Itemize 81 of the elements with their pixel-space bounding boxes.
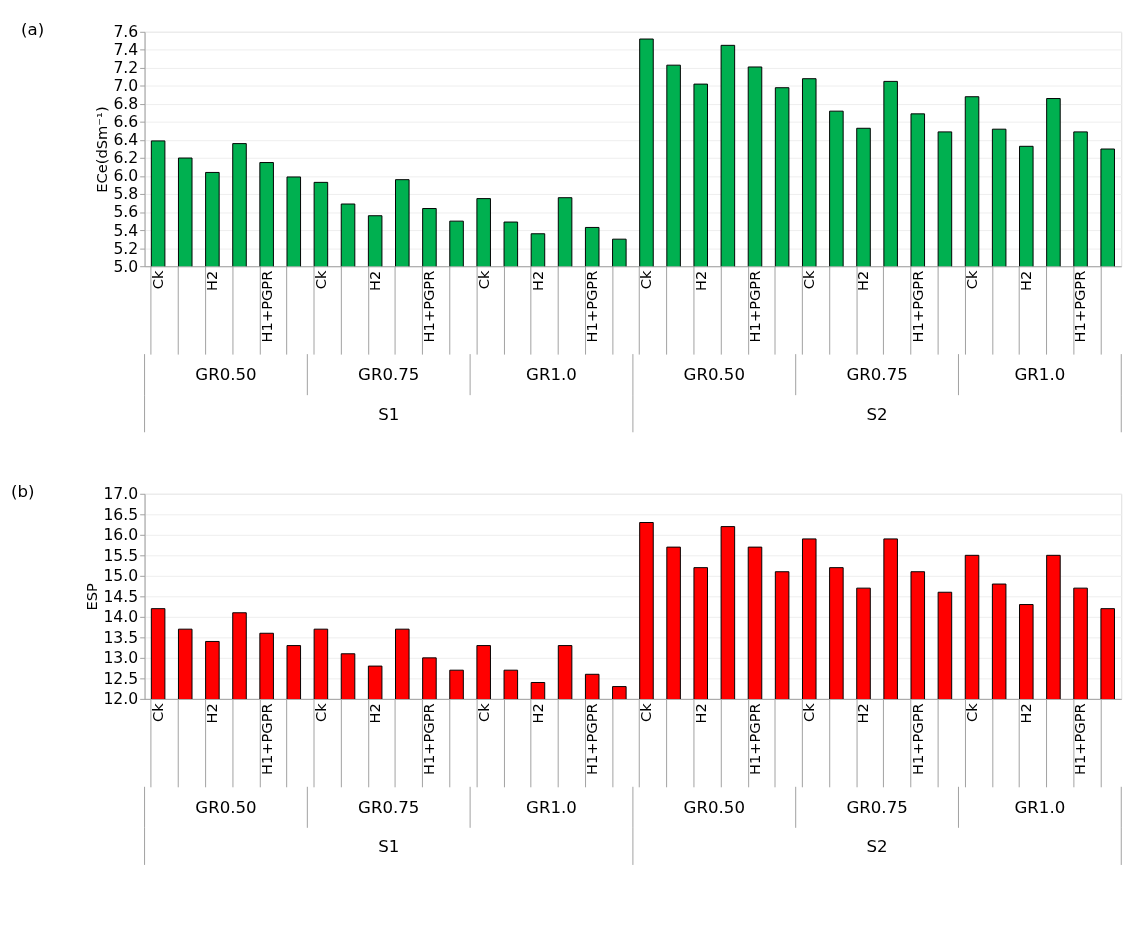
- y-tick-label: 7.0: [113, 77, 139, 96]
- text: S1: [378, 837, 400, 857]
- x-tick-label: H2: [203, 270, 221, 291]
- text: S2: [866, 837, 888, 857]
- x-tick-label: Ck: [962, 270, 980, 290]
- y-tick-label: 5.0: [113, 257, 139, 276]
- y-tick-label: 7.2: [113, 59, 139, 78]
- text: GR0.75: [846, 365, 908, 385]
- y-tick-label: 12.5: [103, 669, 139, 688]
- text: GR0.50: [195, 798, 257, 818]
- x-tick-label: H1+PGPR: [908, 703, 926, 776]
- y-tick-label: 6.8: [113, 95, 139, 114]
- x-tick-label: Ck: [474, 702, 492, 722]
- text: GR0.75: [846, 798, 908, 818]
- y-tick-label: 5.8: [113, 185, 139, 204]
- chart-title: (b): [11, 481, 35, 501]
- y-tick-label: 16.0: [103, 526, 139, 545]
- x-tick-label: H1+PGPR: [583, 270, 601, 343]
- y-tick-label: 15.5: [103, 546, 139, 565]
- x-tick-label: Ck: [637, 270, 655, 290]
- y-tick-label: 17.0: [103, 485, 139, 504]
- y-tick-label: 6.2: [113, 149, 139, 168]
- text: GR0.75: [358, 365, 420, 385]
- x-tick-label: H1+PGPR: [257, 270, 275, 343]
- text: GR0.75: [358, 798, 420, 818]
- x-tick-label: H2: [528, 703, 546, 724]
- x-tick-label: H2: [528, 270, 546, 291]
- text: GR0.50: [683, 798, 745, 818]
- x-tick-label: H1+PGPR: [583, 703, 601, 776]
- x-tick-label: Ck: [149, 702, 166, 722]
- x-tick-label: H1+PGPR: [745, 270, 763, 343]
- y-tick-label: 5.4: [113, 221, 139, 240]
- x-tick-label: H1+PGPR: [257, 703, 275, 776]
- y-axis-title: ECe(dSm⁻¹): [92, 106, 110, 193]
- y-tick-label: 12.0: [103, 690, 139, 709]
- x-tick-label: H2: [1017, 270, 1035, 291]
- x-tick-label: Ck: [149, 270, 166, 290]
- x-tick-label: Ck: [311, 702, 329, 722]
- y-tick-label: 16.5: [103, 505, 139, 524]
- x-tick-label: H1+PGPR: [1071, 703, 1089, 776]
- x-tick-label: H2: [366, 703, 384, 724]
- y-tick-label: 13.5: [103, 628, 139, 647]
- text: GR0.50: [195, 365, 257, 385]
- y-axis-title: ESP: [82, 582, 100, 611]
- x-tick-label: H1+PGPR: [420, 270, 438, 343]
- text: GR0.50: [683, 365, 745, 385]
- x-tick-label: Ck: [800, 270, 818, 290]
- x-tick-label: H1+PGPR: [1071, 270, 1089, 343]
- y-tick-label: 15.0: [103, 567, 139, 586]
- text: S2: [866, 404, 888, 424]
- y-tick-label: 6.4: [113, 131, 139, 150]
- text: GR1.0: [526, 798, 577, 818]
- x-tick-label: H1+PGPR: [745, 703, 763, 776]
- x-tick-label: H2: [854, 270, 872, 291]
- chart-title: (a): [21, 19, 45, 39]
- y-tick-label: 7.4: [113, 41, 139, 60]
- y-tick-label: 5.6: [113, 203, 139, 222]
- y-tick-label: 13.0: [103, 649, 139, 668]
- x-tick-label: H1+PGPR: [420, 703, 438, 776]
- x-tick-label: H2: [1017, 703, 1035, 724]
- y-tick-label: 5.2: [113, 239, 139, 258]
- x-tick-label: H2: [691, 703, 709, 724]
- y-tick-label: 6.6: [113, 113, 139, 132]
- x-tick-label: H2: [203, 703, 221, 724]
- y-tick-label: 7.6: [113, 23, 139, 42]
- x-tick-label: Ck: [637, 702, 655, 722]
- x-tick-label: H2: [854, 703, 872, 724]
- text: S1: [378, 404, 400, 424]
- x-tick-label: Ck: [311, 270, 329, 290]
- y-tick-label: 14.0: [103, 608, 139, 627]
- text: GR1.0: [1014, 798, 1066, 818]
- text: GR1.0: [1014, 365, 1066, 385]
- x-tick-label: Ck: [800, 702, 818, 722]
- text: GR1.0: [526, 365, 577, 385]
- y-tick-label: 6.0: [113, 167, 139, 186]
- x-tick-label: H2: [691, 270, 709, 291]
- y-tick-label: 14.5: [103, 587, 139, 606]
- x-tick-label: H1+PGPR: [908, 270, 926, 343]
- x-tick-label: Ck: [474, 270, 492, 290]
- x-tick-label: Ck: [962, 702, 980, 722]
- x-tick-label: H2: [366, 270, 384, 291]
